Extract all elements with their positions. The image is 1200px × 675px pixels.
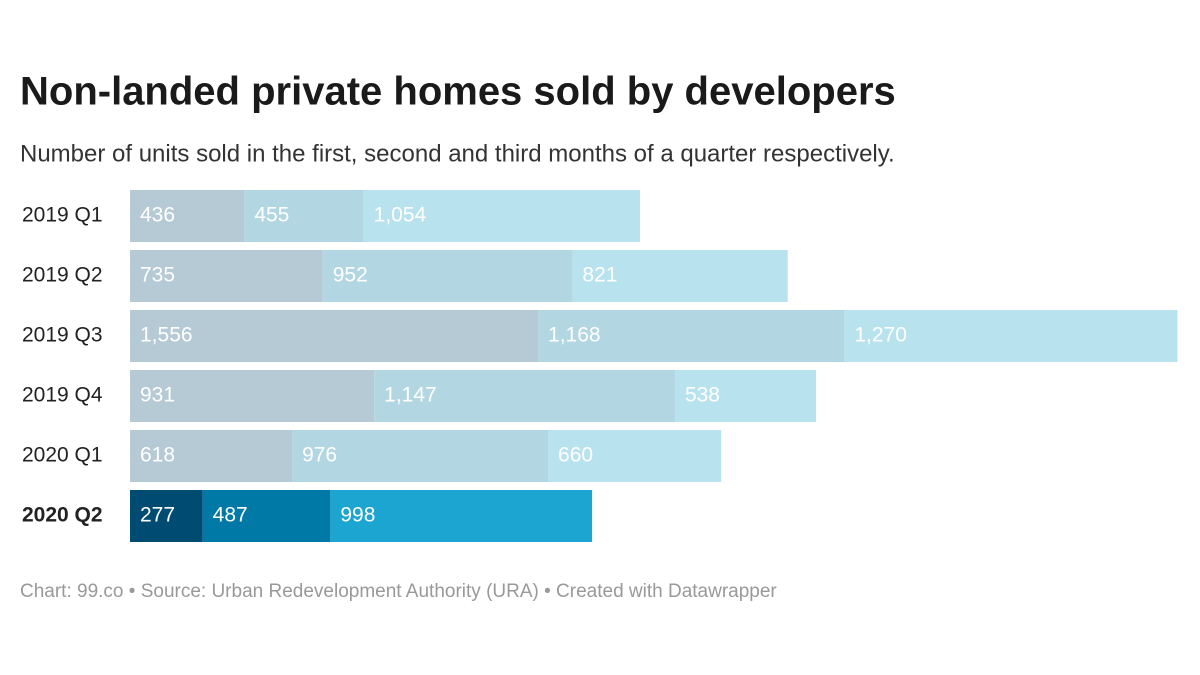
chart-subtitle: Number of units sold in the first, secon…: [20, 140, 895, 167]
bar-segment: [130, 430, 293, 482]
bar-segment: [844, 310, 1178, 362]
value-label: 538: [685, 384, 720, 407]
value-label: 821: [582, 264, 617, 287]
bar-segment: [130, 490, 203, 542]
category-label: 2019 Q4: [22, 384, 103, 407]
value-label: 735: [140, 264, 175, 287]
category-label: 2019 Q3: [22, 324, 103, 347]
bar-segment: [130, 250, 323, 302]
chart-title: Non-landed private homes sold by develop…: [20, 70, 896, 114]
value-label: 998: [340, 504, 375, 527]
bar-segment: [374, 370, 675, 422]
value-label: 436: [140, 204, 175, 227]
value-label: 1,168: [548, 324, 601, 347]
value-label: 1,147: [384, 384, 437, 407]
bar-segment: [674, 370, 817, 422]
bar-segment: [130, 370, 375, 422]
footer: Chart: 99.co • Source: Urban Redevelopme…: [20, 581, 777, 602]
value-label: 487: [213, 504, 248, 527]
bar-segment: [130, 190, 245, 242]
bar-segment: [548, 430, 722, 482]
category-label: 2019 Q2: [22, 264, 103, 287]
bar-segment: [130, 310, 539, 362]
bar-segment: [363, 190, 641, 242]
bar-segment: [292, 430, 549, 482]
value-label: 1,054: [374, 204, 427, 227]
bar-segment: [322, 250, 573, 302]
value-label: 976: [302, 444, 337, 467]
bar-segment: [202, 490, 331, 542]
value-label: 660: [558, 444, 593, 467]
category-label: 2020 Q1: [22, 444, 103, 467]
value-label: 931: [140, 384, 175, 407]
bar-segment: [244, 190, 364, 242]
value-label: 618: [140, 444, 175, 467]
value-label: 277: [140, 504, 175, 527]
value-label: 1,556: [140, 324, 193, 347]
category-label: 2019 Q1: [22, 204, 103, 227]
value-label: 1,270: [854, 324, 907, 347]
value-label: 952: [333, 264, 368, 287]
value-label: 455: [254, 204, 289, 227]
bar-segment: [538, 310, 845, 362]
category-label: 2020 Q2: [22, 504, 103, 527]
bar-segment: [330, 490, 593, 542]
bar-segment: [572, 250, 788, 302]
